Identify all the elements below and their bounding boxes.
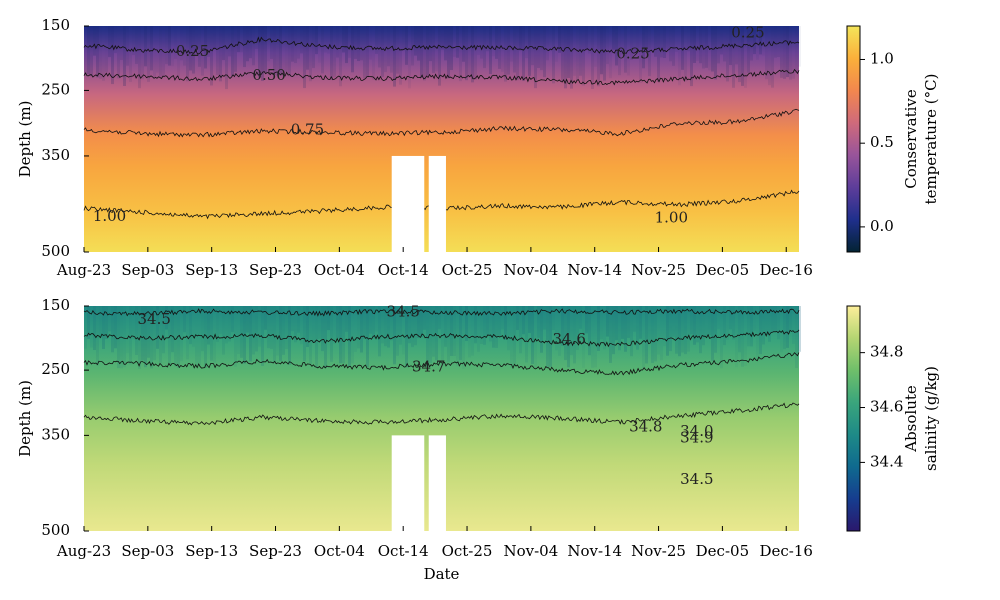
x-tick-label: Oct-25	[442, 261, 493, 279]
x-tick-label: Oct-04	[314, 261, 365, 279]
colorbar-tick-label: 34.6	[870, 398, 903, 416]
y-tick-label: 350	[41, 425, 70, 443]
y-tick-label: 500	[41, 521, 70, 539]
colorbar-tick-label: 0.0	[870, 217, 894, 235]
contour-label: 1.00	[655, 209, 688, 227]
colorbar-label: salinity (g/kg)	[922, 366, 940, 471]
colorbar-tick-label: 34.4	[870, 452, 903, 470]
y-tick-label: 250	[41, 360, 70, 378]
contour-label: 34.7	[412, 358, 445, 376]
x-tick-label: Dec-05	[696, 261, 749, 279]
x-tick-label: Oct-14	[378, 542, 429, 560]
x-tick-label: Aug-23	[56, 542, 111, 560]
contour-line-34.8	[83, 402, 800, 426]
x-tick-label: Nov-14	[567, 542, 622, 560]
x-tick-label: Sep-23	[249, 542, 302, 560]
contour-line-34.7	[83, 352, 800, 376]
x-tick-label: Sep-23	[249, 261, 302, 279]
temperature-contours: 0.25 0.25 0.25 0.50 0.75 1.00 1.00	[83, 24, 800, 227]
contour-label: 1.00	[93, 207, 126, 225]
y-tick-label: 150	[41, 16, 70, 34]
colorbar-tick-label: 34.8	[870, 343, 903, 361]
contour-label: 0.25	[616, 44, 649, 62]
y-tick-label: 350	[41, 146, 70, 164]
colorbar-label: temperature (°C)	[922, 74, 940, 205]
contour-line-34.5	[83, 308, 800, 317]
contour-label: 0.75	[291, 120, 324, 138]
temperature-panel: 0.25 0.25 0.25 0.50 0.75 1.00 1.00 150 250 350 500…	[16, 16, 940, 279]
contour-label: 34.5	[138, 310, 171, 328]
contour-label: 34.5	[680, 470, 713, 488]
temperature-colorbar: 0.0 0.5 1.0 Conservative temperature (°C)	[846, 25, 940, 253]
colorbar-label: Absolute	[902, 385, 920, 453]
contour-label: 34.8	[629, 418, 662, 436]
contour-label: 0.50	[252, 66, 285, 84]
contour-line-34.6	[83, 329, 800, 348]
x-tick-label: Sep-03	[121, 542, 174, 560]
x-tick-label: Sep-03	[121, 261, 174, 279]
x-tick-label: Nov-25	[631, 261, 686, 279]
x-tick-label: Dec-16	[759, 261, 812, 279]
data-gap	[391, 155, 425, 252]
x-tick-label: Sep-13	[185, 542, 238, 560]
x-tick-label: Nov-14	[567, 261, 622, 279]
data-gap	[391, 435, 425, 531]
x-tick-label: Oct-14	[378, 261, 429, 279]
y-tick-label: 250	[41, 80, 70, 98]
x-axis-label: Date	[424, 565, 460, 583]
contour-label: 34.5	[386, 302, 419, 320]
contour-label: 34.9	[680, 429, 713, 447]
x-tick-label: Dec-16	[759, 542, 812, 560]
colorbar-tick-label: 1.0	[870, 49, 894, 67]
contour-label: 34.6	[552, 330, 585, 348]
salinity-panel: 34.5 34.5 34.5 34.6 34.7 34.8 34.934.0 150 250 35…	[16, 296, 940, 583]
y-axis-label: Depth (m)	[16, 101, 34, 178]
x-tick-label: Dec-05	[696, 542, 749, 560]
contour-line-0.75	[83, 108, 800, 138]
colorbar-label: Conservative	[902, 89, 920, 189]
x-tick-label: Sep-13	[185, 261, 238, 279]
contour-label: 34.0	[680, 422, 713, 440]
x-tick-label: Nov-25	[631, 542, 686, 560]
x-tick-label: Nov-04	[503, 261, 558, 279]
y-tick-label: 500	[41, 242, 70, 260]
y-tick-label: 150	[41, 296, 70, 314]
x-tick-label: Nov-04	[503, 542, 558, 560]
colorbar-tick-label: 0.5	[870, 133, 894, 151]
y-axis-label: Depth (m)	[16, 380, 34, 457]
data-gap	[428, 435, 446, 531]
salinity-colorbar: 34.4 34.6 34.8 Absolute salinity (g/kg)	[846, 305, 940, 532]
contour-line-0.50	[83, 68, 800, 86]
salinity-contours: 34.5 34.5 34.5 34.6 34.7 34.8 34.934.0	[83, 302, 800, 488]
x-tick-label: Aug-23	[56, 261, 111, 279]
x-tick-label: Oct-04	[314, 542, 365, 560]
contour-label: 0.25	[731, 24, 764, 42]
x-tick-label: Oct-25	[442, 542, 493, 560]
contour-line-0.25	[83, 36, 800, 55]
contour-label: 0.25	[176, 42, 209, 60]
data-gap	[428, 155, 446, 252]
